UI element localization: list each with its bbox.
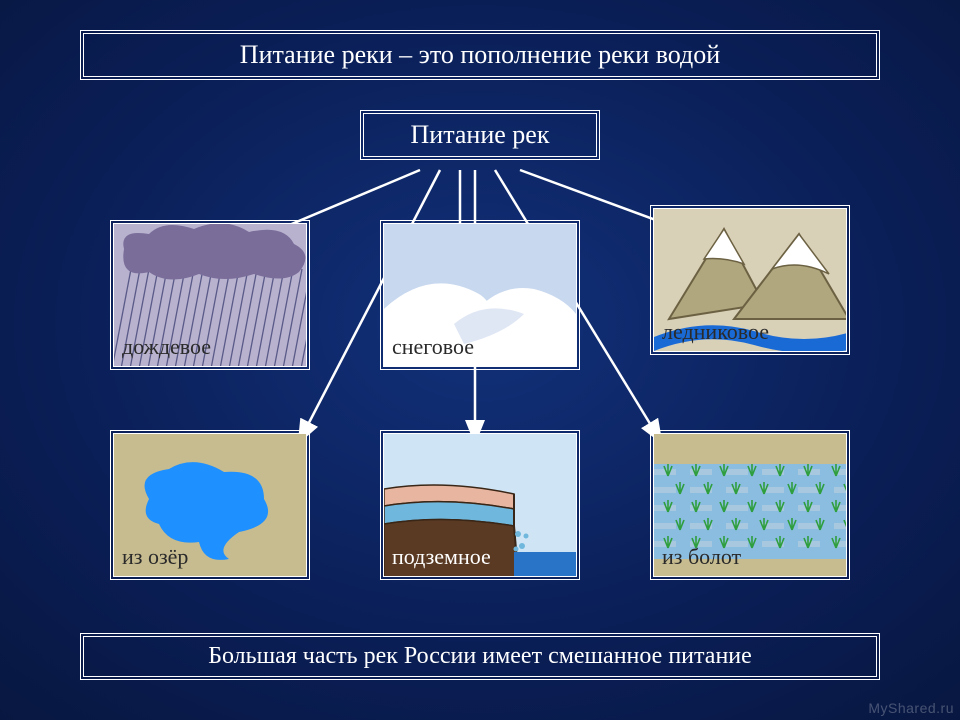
center-box: Питание рек [360,110,600,160]
card-glacier: ледниковое [650,205,850,355]
card-lake: из озёр [110,430,310,580]
title-text: Питание реки – это пополнение реки водой [240,40,720,69]
card-ground: подземное [380,430,580,580]
center-label: Питание рек [411,120,550,149]
card-rain-label: дождевое [122,334,211,360]
card-swamp: из болот [650,430,850,580]
card-snow-label: снеговое [392,334,474,360]
bottom-box: Большая часть рек России имеет смешанное… [80,633,880,680]
watermark: MyShared.ru [868,700,954,716]
card-swamp-label: из болот [662,544,741,570]
title-box: Питание реки – это пополнение реки водой [80,30,880,80]
card-glacier-label: ледниковое [662,319,769,345]
card-snow: снеговое [380,220,580,370]
bottom-text: Большая часть рек России имеет смешанное… [208,643,752,669]
card-ground-label: подземное [392,544,491,570]
card-lake-label: из озёр [122,544,188,570]
card-rain: дождевое [110,220,310,370]
